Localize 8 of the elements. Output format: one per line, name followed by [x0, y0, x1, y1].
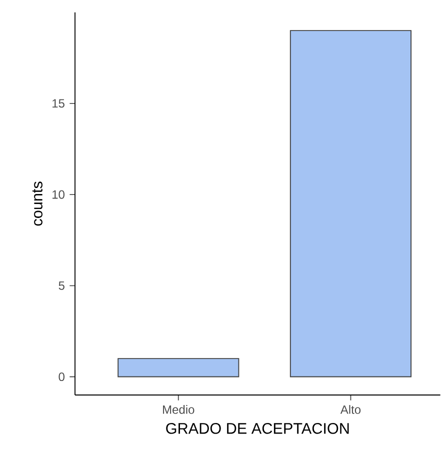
x-tick-label: Medio [163, 405, 194, 414]
x-axis-title: GRADO DE ACEPTACION [166, 423, 349, 434]
x-tick-label: Alto [340, 405, 361, 414]
y-tick-label: 10 [52, 190, 64, 199]
y-tick-label: 15 [52, 99, 64, 108]
y-tick-label: 0 [58, 372, 64, 382]
y-axis-title: counts [32, 182, 42, 226]
y-tick-label: 5 [58, 281, 64, 290]
